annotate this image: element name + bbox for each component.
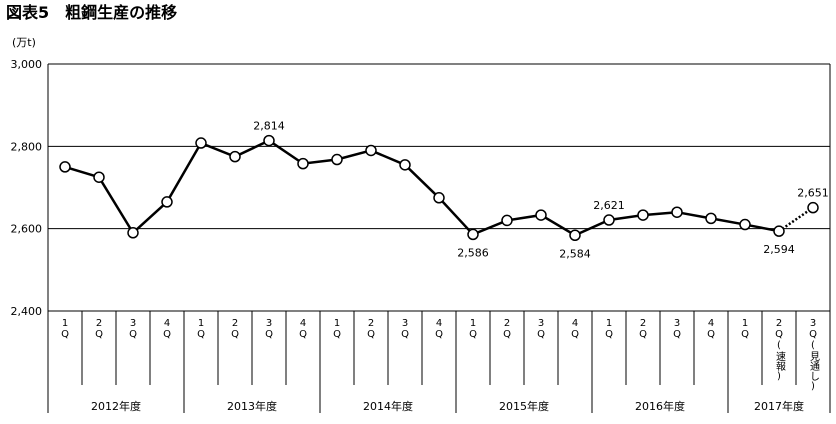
x-tick-label: 2Q	[230, 318, 241, 340]
x-tick-label: 2Q	[502, 318, 513, 340]
group-label: 2014年度	[363, 399, 413, 413]
x-tick-label: 3Q	[672, 318, 683, 340]
x-tick-label: 2Q	[94, 318, 105, 340]
x-tick-label: 4Q	[298, 318, 309, 340]
group-label: 2017年度	[754, 399, 804, 413]
data-label: 2,584	[559, 247, 591, 260]
marker	[229, 150, 241, 163]
marker	[705, 212, 717, 225]
marker	[807, 201, 819, 214]
y-tick-label: 3,000	[11, 58, 43, 71]
data-label: 2,621	[593, 199, 625, 212]
x-tick-label: 2Q	[638, 318, 649, 340]
marker	[59, 161, 71, 173]
marker	[671, 206, 683, 218]
x-tick-label: 1Q	[332, 318, 343, 340]
marker	[399, 159, 411, 171]
x-tick-label: 4Q	[706, 318, 717, 340]
y-tick-label: 2,400	[11, 305, 43, 318]
chart-title: 図表5 粗鋼生産の推移	[6, 3, 177, 22]
marker	[365, 144, 377, 157]
x-tick-label: 4Q	[570, 318, 581, 340]
x-tick-label: 3Q	[264, 318, 275, 340]
data-label: 2,586	[457, 246, 489, 259]
x-tick-label: 3Q(見通し)	[808, 318, 820, 392]
line	[64, 139, 780, 237]
x-tick-label: 1Q	[468, 318, 479, 340]
x-tick-label: 1Q	[604, 318, 615, 340]
group-label: 2016年度	[635, 399, 685, 413]
x-tick-label: 1Q	[60, 318, 71, 340]
x-tick-label: 3Q	[536, 318, 547, 340]
marker	[297, 157, 309, 170]
group-label: 2012年度	[91, 399, 141, 413]
x-tick-label: 4Q	[434, 318, 445, 340]
marker	[535, 209, 547, 221]
marker	[195, 137, 207, 149]
marker	[569, 229, 581, 242]
marker	[773, 225, 785, 237]
marker	[467, 228, 479, 241]
x-tick-label: 3Q	[128, 318, 139, 340]
y-unit: (万t)	[12, 36, 36, 49]
marker	[127, 227, 139, 239]
x-tick-label: 1Q	[740, 318, 751, 340]
marker	[501, 214, 513, 227]
x-tick-label: 1Q	[196, 318, 207, 340]
x-tick-label: 3Q	[400, 318, 411, 340]
marker	[603, 214, 615, 226]
x-tick-label: 4Q	[162, 318, 173, 340]
data-label: 2,814	[253, 120, 285, 133]
data-label: 2,651	[797, 187, 829, 200]
group-label: 2015年度	[499, 399, 549, 413]
y-tick-label: 2,800	[11, 140, 43, 153]
y-tick-label: 2,600	[11, 223, 43, 236]
marker	[433, 192, 445, 204]
projection-line	[778, 206, 814, 233]
x-tick-label: 2Q	[366, 318, 377, 340]
marker	[93, 171, 105, 183]
marker	[161, 196, 173, 208]
marker	[637, 209, 649, 221]
x-tick-label: 2Q(速報)	[774, 318, 786, 382]
data-label: 2,594	[763, 243, 795, 256]
group-label: 2013年度	[227, 399, 277, 413]
marker	[739, 218, 751, 231]
marker	[263, 134, 275, 147]
marker	[331, 153, 343, 166]
